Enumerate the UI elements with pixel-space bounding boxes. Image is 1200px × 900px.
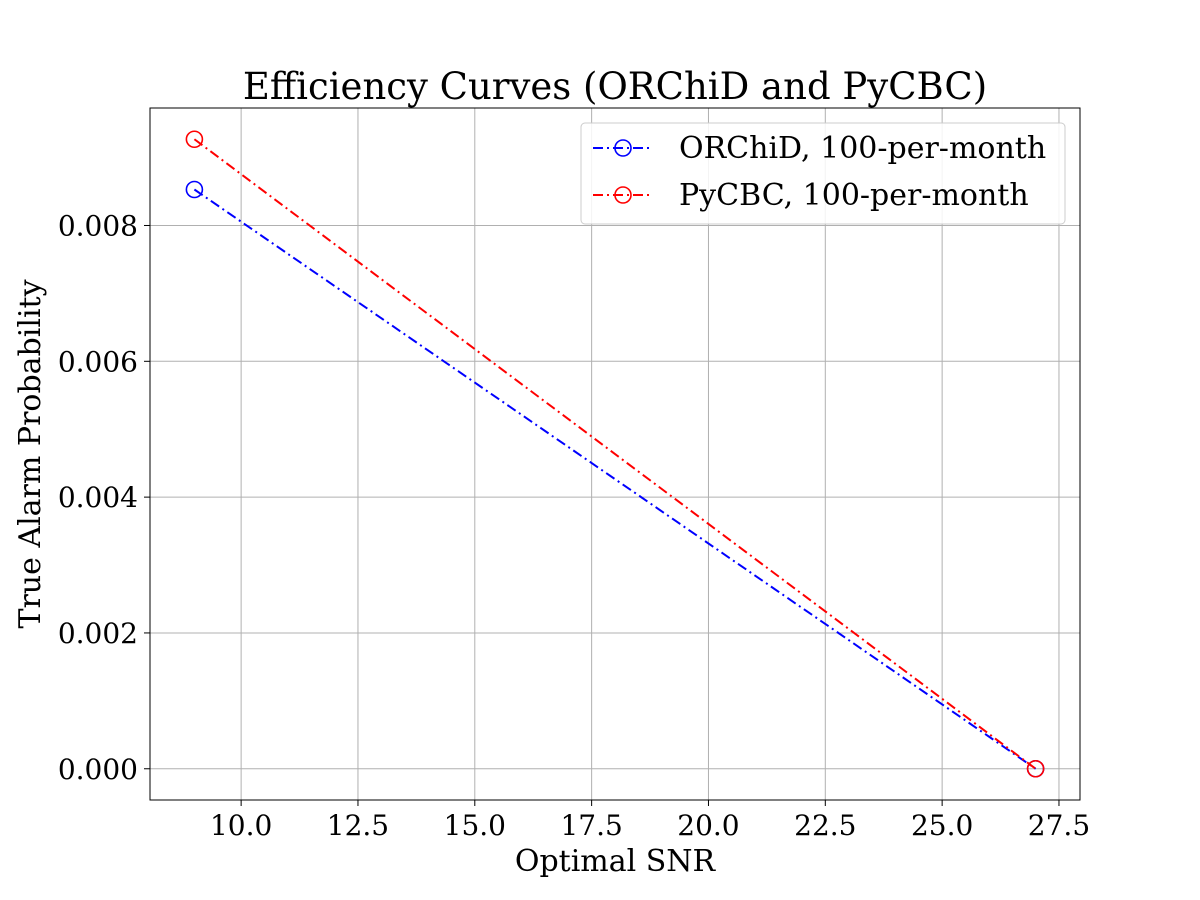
data-point [185,180,204,199]
legend: ORChiD, 100-per-month PyCBC, 100-per-mont… [580,122,1066,225]
x-tick-label: 12.5 [327,809,389,842]
x-axis-label: Optimal SNR [515,844,717,879]
series-group [185,130,1045,778]
x-tick-label: 20.0 [677,809,739,842]
y-tick-label: 0.006 [58,345,138,378]
legend-marker [614,186,632,204]
x-tick-label: 22.5 [794,809,856,842]
chart-title: Efficiency Curves (ORChiD and PyCBC) [243,65,987,108]
data-point [185,130,204,149]
x-tick-label: 27.5 [1028,809,1090,842]
legend-label: PyCBC, 100-per-month [679,178,1029,213]
series-line [193,188,1037,770]
legend-entry: PyCBC, 100-per-month [593,178,1029,213]
y-axis-label: True Alarm Probability [13,279,48,628]
legend-label: ORChiD, 100-per-month [679,131,1046,166]
series-1 [185,180,1045,778]
series-2 [185,130,1045,778]
legend-marker [614,139,632,157]
data-point [1026,759,1045,778]
legend-box [580,122,1066,225]
y-tick-label: 0.008 [58,209,138,242]
series-line [193,138,1037,770]
legend-entry: ORChiD, 100-per-month [593,131,1046,166]
x-tick-label: 10.0 [210,809,272,842]
y-tick-label: 0.000 [58,753,138,786]
y-tick-label: 0.004 [58,481,138,514]
axes: 10.0 12.5 15.0 17.5 20.0 22.5 25.0 27.5 0.000 0.0… [58,107,1090,842]
x-tick-label: 25.0 [911,809,973,842]
x-tick-label: 15.0 [444,809,506,842]
plot-frame [149,107,1081,801]
y-tick-label: 0.002 [58,617,138,650]
x-tick-label: 17.5 [560,809,622,842]
